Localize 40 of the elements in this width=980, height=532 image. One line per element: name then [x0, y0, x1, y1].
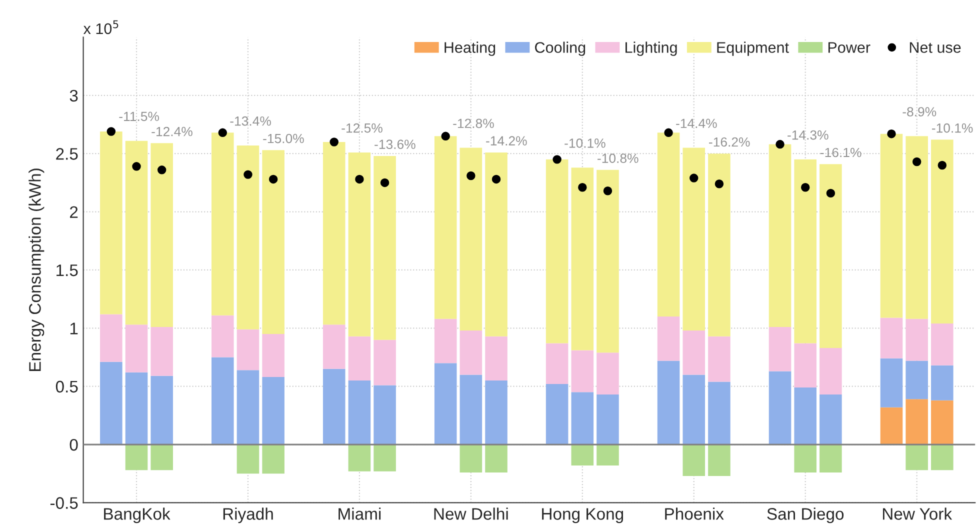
annotation: -12.8%: [453, 118, 494, 128]
x-tick-label: Riyadh: [223, 508, 273, 524]
annotation: -10.8%: [598, 154, 638, 163]
x-tick-label: Hong Kong: [542, 508, 624, 524]
annotation: -16.1%: [820, 148, 862, 158]
x-tick-label: BangKok: [104, 508, 170, 524]
annotation: -13.4%: [230, 116, 271, 126]
y-tick-label: 2: [70, 206, 78, 218]
y-tick-label: 0: [70, 438, 78, 451]
legend-label: Equipment: [717, 42, 789, 56]
x-tick-label: Phoenix: [665, 508, 724, 520]
annotation: -11.5%: [119, 112, 159, 122]
annotation: -14.4%: [676, 118, 717, 128]
annotation: -15.0%: [263, 134, 304, 144]
legend-label: Heating: [444, 42, 496, 56]
annotation: -10.1%: [932, 123, 973, 133]
annotation: -10.1%: [564, 138, 606, 148]
legend-label: Net use: [910, 42, 961, 53]
x-tick-label: San Diego: [767, 508, 844, 524]
y-tick-label: 1: [70, 322, 78, 334]
annotation: -14.3%: [788, 130, 828, 140]
y-tick-label: -0.5: [50, 497, 78, 509]
legend-label: Cooling: [535, 42, 586, 56]
annotation: -8.9%: [902, 107, 936, 116]
y-axis-title: Energy Consumption (kWh): [28, 168, 44, 371]
y-tick-label: 0.5: [56, 380, 78, 393]
x-tick-label: New York: [882, 508, 952, 520]
annotation: -12.5%: [342, 123, 382, 133]
y-tick-label: 2.5: [56, 148, 78, 160]
annotation: -13.6%: [374, 140, 416, 150]
legend-label: Lighting: [626, 42, 677, 56]
legend-label: Power: [828, 42, 870, 53]
y-tick-label: 1.5: [56, 264, 78, 276]
text: x 10$^{5}$: [83, 20, 118, 34]
annotation: -12.4%: [152, 126, 192, 136]
annotation: -16.2%: [709, 137, 750, 147]
x-tick-label: Miami: [338, 508, 381, 520]
x-tick-label: New Delhi: [434, 508, 508, 520]
annotation: -14.2%: [486, 136, 527, 146]
y-tick-label: 3: [70, 90, 78, 102]
